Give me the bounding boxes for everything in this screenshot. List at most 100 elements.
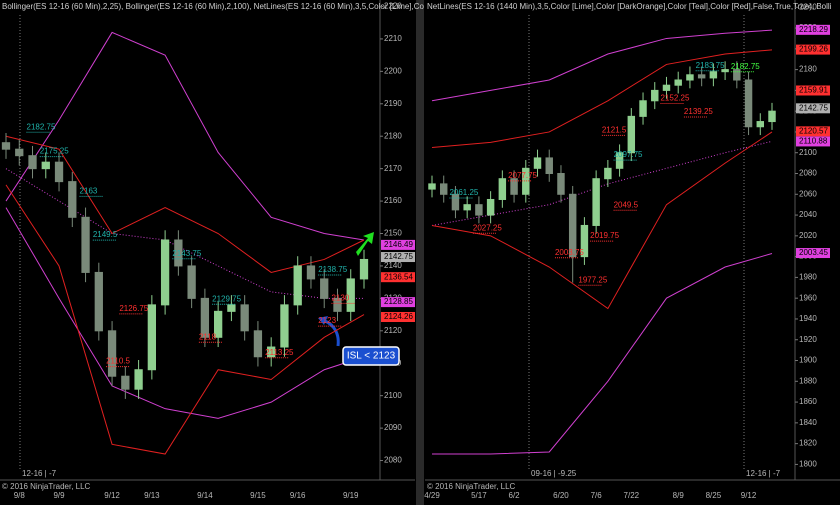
x-tick-label: 7/6 <box>591 491 603 500</box>
price-tag <box>381 252 415 263</box>
net-line-label: 2129.75 <box>212 294 241 303</box>
y-tick-label: 2210 <box>384 34 402 43</box>
candle-body <box>214 310 223 338</box>
session-label: 12-16 | -7 <box>22 469 57 478</box>
candle-body <box>756 121 764 128</box>
y-tick-label: 2170 <box>384 164 402 173</box>
band-line <box>431 131 773 310</box>
candle-body <box>359 258 369 280</box>
band-line <box>5 31 365 241</box>
candle-body <box>709 71 718 79</box>
candle-body <box>733 69 741 81</box>
y-tick-label: 2150 <box>384 229 402 238</box>
x-tick-label: 9/12 <box>741 491 757 500</box>
net-line-label: 2027.25 <box>473 223 502 232</box>
callout-arrowhead <box>318 316 328 325</box>
net-line-label: 2149.5 <box>93 230 118 239</box>
price-tag <box>381 272 415 283</box>
net-line-label: 2139.25 <box>684 107 713 116</box>
y-tick-label: 2200 <box>384 66 402 75</box>
price-tag-label: 2110.88 <box>799 137 828 146</box>
candle-body <box>333 297 342 312</box>
x-tick-label: 9/12 <box>104 491 120 500</box>
y-tick-label: 2140 <box>384 261 402 270</box>
candle-body <box>580 224 589 258</box>
band-line <box>5 207 365 419</box>
x-tick-label: 9/19 <box>343 491 359 500</box>
y-tick-label: 2100 <box>799 148 817 157</box>
x-tick-label: 8/9 <box>673 491 685 500</box>
x-tick-label: 9/15 <box>250 491 266 500</box>
panel-divider <box>416 0 424 505</box>
price-tag-label: 2142.75 <box>799 103 828 112</box>
y-tick-label: 1980 <box>799 273 817 282</box>
price-tag <box>796 103 830 114</box>
net-line-label: 2118 <box>199 332 217 341</box>
net-line-label: 2152.25 <box>660 94 689 103</box>
price-tag-label: 2199.26 <box>799 45 828 54</box>
candle-body <box>107 330 117 377</box>
candle-body <box>428 183 436 190</box>
price-tag <box>381 297 415 308</box>
candle-body <box>557 173 565 195</box>
x-tick-label: 7/22 <box>624 491 640 500</box>
candle-body <box>686 74 694 81</box>
price-tag <box>381 239 415 250</box>
candle-body <box>293 265 302 306</box>
y-tick-label: 2080 <box>799 169 817 178</box>
price-tag-label: 2142.75 <box>384 252 413 261</box>
y-tick-label: 2100 <box>384 391 402 400</box>
chart-title: NetLines(ES 12-16 (1440 Min),3,5,Color [… <box>427 2 832 11</box>
price-tag-label: 2146.49 <box>384 240 413 249</box>
y-tick-label: 1860 <box>799 397 817 406</box>
x-tick-label: 6/2 <box>509 491 521 500</box>
net-line-label: 2183.75 <box>696 61 725 70</box>
candle-body <box>662 84 671 91</box>
candle-body <box>604 167 612 180</box>
candle-body <box>147 304 156 371</box>
y-tick-label: 2180 <box>384 131 402 140</box>
candle-body <box>768 110 776 123</box>
net-line-label: 2019.75 <box>590 231 619 240</box>
candle-body <box>463 204 471 211</box>
x-tick-label: 8/25 <box>706 491 722 500</box>
y-tick-label: 1820 <box>799 439 817 448</box>
candle-body <box>475 204 483 216</box>
up-arrow <box>356 232 374 256</box>
y-tick-label: 1840 <box>799 418 817 427</box>
candle-body <box>568 193 577 258</box>
price-tag <box>796 24 830 35</box>
y-tick-label: 1880 <box>799 376 817 385</box>
price-tag <box>796 44 830 55</box>
y-tick-label: 2240 <box>799 2 817 11</box>
net-line-label: 2113.25 <box>265 348 294 357</box>
candle-body <box>346 278 355 312</box>
candle-body <box>280 304 289 348</box>
candle-body <box>627 115 636 154</box>
band-line <box>5 184 365 455</box>
y-tick-label: 2020 <box>799 231 817 240</box>
y-tick-label: 1900 <box>799 356 817 365</box>
candle-body <box>54 161 64 183</box>
candle-body <box>28 155 37 170</box>
y-tick-label: 1940 <box>799 314 817 323</box>
candle-body <box>639 100 647 117</box>
price-tag-label: 2003.45 <box>799 248 828 257</box>
price-tag-label: 2136.54 <box>384 272 413 281</box>
candle-body <box>267 346 276 358</box>
x-tick-label: 9/13 <box>144 491 160 500</box>
net-line-label: 2182.75 <box>27 122 56 131</box>
candle-body <box>227 304 236 312</box>
net-line-label: 2163 <box>80 186 98 195</box>
net-line-label: 2175.25 <box>40 147 69 156</box>
candle-body <box>200 297 210 338</box>
candle-body <box>510 178 518 195</box>
candle-body <box>121 375 130 390</box>
candle-body <box>320 278 329 299</box>
candle-body <box>486 198 495 216</box>
candle-body <box>697 74 706 79</box>
band-line <box>432 253 773 455</box>
copyright: © 2016 NinjaTrader, LLC <box>427 482 516 491</box>
y-tick-label: 2220 <box>384 2 402 11</box>
net-line-label: 2061.25 <box>449 188 478 197</box>
